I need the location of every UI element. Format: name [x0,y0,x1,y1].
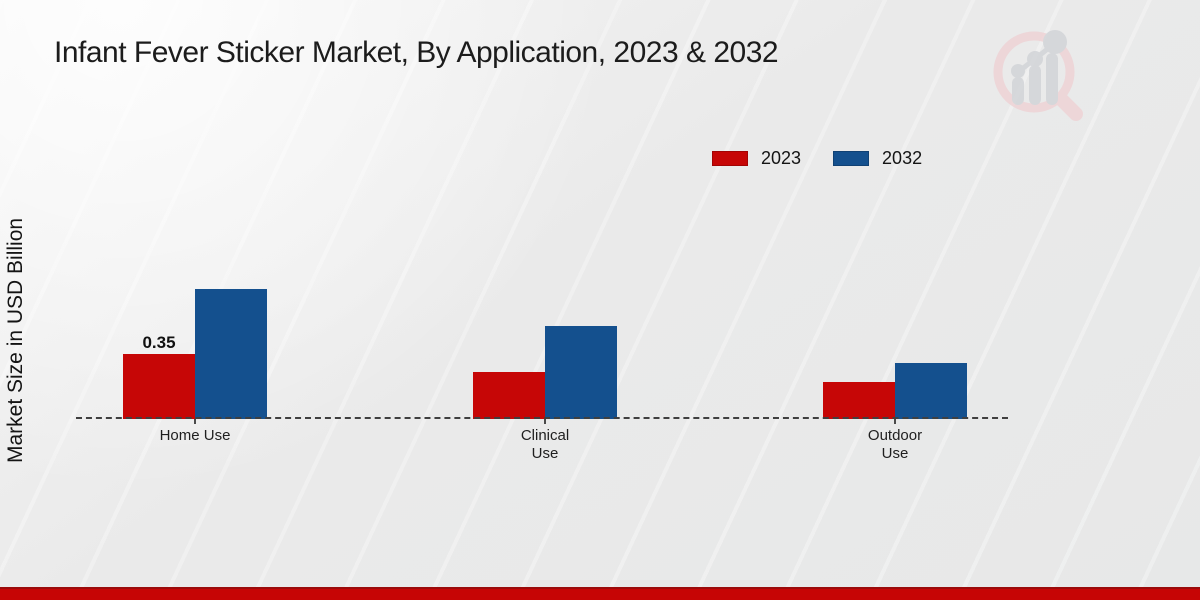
legend: 2023 2032 [712,148,922,169]
footer-accent-bar [0,587,1200,600]
bar-value-label: 0.35 [142,333,176,352]
x-axis-baseline [76,417,1008,419]
bar-2032-home-use [195,289,267,419]
legend-label-2032: 2032 [882,148,923,168]
legend-label-2023: 2023 [761,148,802,168]
x-axis-tick [894,419,896,424]
chart-title: Infant Fever Sticker Market, By Applicat… [54,36,779,69]
bar-2023-outdoor [823,382,895,419]
bar-2023-clinical [473,372,545,419]
x-axis-tick [544,419,546,424]
legend-swatch-2032 [833,151,870,166]
x-category-label: Home Use [159,427,231,444]
legend-item-2032: 2032 [833,148,922,169]
magnifier-bar-chart-logo-icon [988,26,1088,126]
x-axis-tick [194,419,196,424]
x-category-label: Clinical Use [520,427,570,462]
x-category-label: Outdoor Use [867,427,923,462]
bar-2032-outdoor [895,363,967,419]
legend-item-2023: 2023 [712,148,801,169]
bar-2023-home-use [123,354,195,419]
legend-swatch-2023 [712,151,748,166]
bar-2032-clinical [545,326,617,419]
